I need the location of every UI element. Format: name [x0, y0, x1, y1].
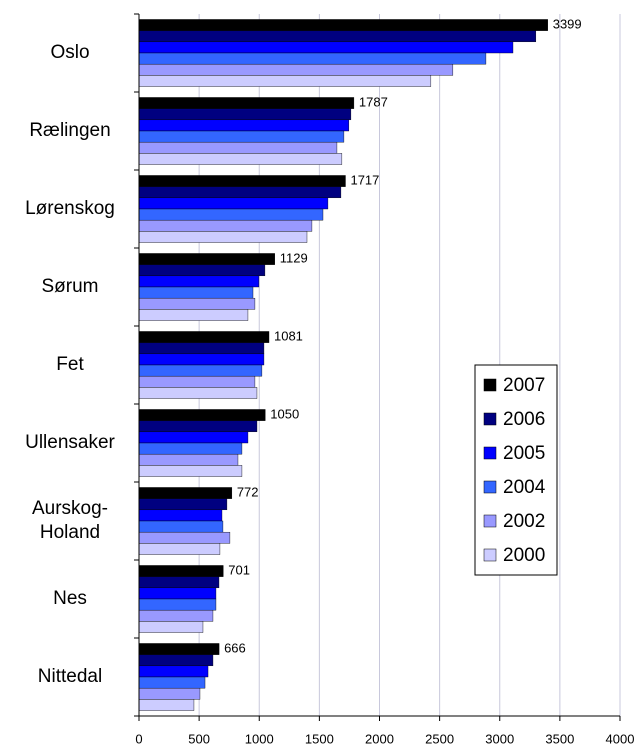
bar: [138, 609, 214, 622]
y-tick-label: Nittedal: [37, 666, 103, 687]
data-label: 3399: [553, 16, 582, 31]
bar: [138, 141, 338, 154]
bar: [138, 465, 243, 477]
legend-label: 2005: [503, 443, 545, 464]
bar: [138, 108, 352, 121]
bar: [138, 75, 432, 87]
bar: [138, 153, 343, 165]
bar: [138, 286, 254, 299]
bar: [138, 442, 243, 455]
bar: [138, 431, 249, 444]
data-label: 772: [237, 484, 259, 499]
bar: [138, 19, 548, 31]
bar: [138, 520, 224, 533]
bar: [138, 420, 258, 433]
data-label: 1081: [274, 328, 303, 343]
legend-swatch: [483, 378, 497, 392]
bar: [138, 487, 233, 499]
bar: [138, 621, 204, 633]
y-tick-label: Sørum: [41, 276, 99, 297]
bar: [138, 297, 256, 310]
legend-label: 2007: [503, 375, 545, 396]
bar: [138, 130, 345, 143]
y-tick-label: Nes: [53, 588, 87, 609]
bar: [138, 699, 195, 711]
x-tick-label: 2000: [365, 731, 394, 746]
bar: [138, 219, 313, 232]
legend-swatch: [483, 514, 497, 528]
legend-label: 2002: [503, 511, 545, 532]
bar: [138, 509, 223, 522]
y-tick-label: Lørenskog: [25, 198, 115, 219]
bar: [138, 676, 206, 689]
bar: [138, 498, 228, 511]
bar: [138, 186, 342, 199]
legend-swatch: [483, 548, 497, 562]
bar: [138, 565, 224, 577]
data-label: 1717: [350, 172, 379, 187]
legend-swatch: [483, 446, 497, 460]
legend-label: 2006: [503, 409, 545, 430]
bar: [138, 52, 487, 65]
bar: [138, 342, 265, 355]
bar: [138, 687, 201, 700]
y-tick-label: Aurskog-Holand: [31, 498, 109, 543]
bar: [138, 97, 355, 109]
x-tick-label: 500: [188, 731, 210, 746]
data-label: 1050: [270, 406, 299, 421]
bar: [138, 208, 324, 221]
bar: [138, 231, 308, 243]
bar: [138, 119, 350, 132]
bar: [138, 665, 209, 678]
bar: [138, 175, 346, 187]
bar: [138, 387, 258, 399]
bar: [138, 253, 275, 265]
legend-swatch: [483, 480, 497, 494]
bar: [138, 543, 221, 555]
x-tick-label: 4000: [606, 731, 635, 746]
bar: [138, 587, 217, 600]
bar: [138, 576, 220, 589]
x-tick-label: 2500: [425, 731, 454, 746]
bar: [138, 309, 249, 321]
bar: [138, 364, 263, 377]
legend-label: 2000: [503, 545, 545, 566]
bar: [138, 264, 266, 277]
x-tick-label: 1000: [245, 731, 274, 746]
y-tick-label: Rælingen: [29, 120, 111, 141]
bar: [138, 409, 266, 421]
data-label: 1129: [280, 250, 308, 265]
bar: [138, 30, 537, 43]
bar: [138, 453, 239, 466]
bar: [138, 331, 270, 343]
bar: [138, 654, 214, 667]
x-tick-label: 3000: [485, 731, 514, 746]
x-tick-label: 1500: [305, 731, 334, 746]
y-tick-label: Fet: [56, 354, 84, 375]
y-tick-label: Ullensaker: [25, 432, 115, 453]
bar: [138, 197, 329, 210]
bar: [138, 643, 220, 655]
bar: [138, 598, 217, 611]
x-tick-label: 0: [135, 731, 142, 746]
x-tick-label: 3500: [545, 731, 574, 746]
legend-box: [474, 364, 558, 576]
bar: [138, 353, 265, 366]
bar: [138, 63, 454, 76]
data-label: 1787: [359, 94, 388, 109]
legend-swatch: [483, 412, 497, 426]
data-label: 666: [224, 640, 246, 655]
legend-label: 2004: [503, 477, 546, 498]
bar: [138, 375, 256, 388]
y-tick-label: Oslo: [50, 42, 90, 63]
bar: [138, 275, 260, 288]
data-label: 701: [228, 562, 250, 577]
bar: [138, 531, 231, 544]
bar: [138, 41, 514, 54]
